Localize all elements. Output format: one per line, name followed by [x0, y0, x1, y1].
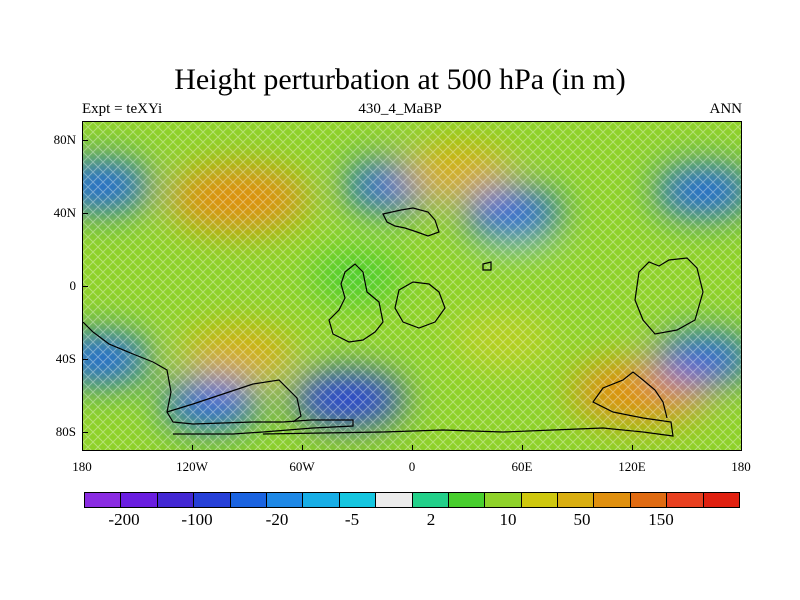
colorbar-box: [558, 493, 595, 507]
contour-hatching: [83, 122, 741, 450]
lat-tick-0: [82, 286, 88, 287]
lon-label-180e: 180: [731, 459, 751, 474]
colorbar-box: [448, 493, 486, 507]
lon-tick-120w: [192, 445, 193, 451]
colorbar-label-150: 150: [648, 510, 674, 529]
map-title: Height perturbation at 500 hPa (in m): [174, 63, 626, 96]
coastline-island: [482, 261, 492, 271]
colorbar-box: [703, 493, 740, 507]
lon-label-60e: 60E: [511, 459, 533, 474]
experiment-label: Expt = teXYi: [82, 101, 163, 117]
lon-label-120w: 120W: [176, 459, 208, 474]
coastline-south-america: [328, 263, 384, 343]
colorbar-box: [630, 493, 668, 507]
lat-label-40n: 40N: [53, 205, 76, 220]
colorbar-box: [521, 493, 559, 507]
lat-label-80n: 80N: [53, 132, 76, 147]
lat-tick-40s: [82, 359, 88, 360]
colorbar-box: [266, 493, 304, 507]
colorbar-box: [157, 493, 195, 507]
lat-label-0: 0: [69, 278, 77, 293]
map-plot-area: [82, 121, 742, 451]
lat-tick-80n: [82, 140, 88, 141]
coastline-africa: [394, 281, 446, 329]
colorbar-box: [485, 493, 522, 507]
colorbar-box: [594, 493, 631, 507]
colorbar-box: [339, 493, 377, 507]
lon-tick-120e: [632, 445, 633, 451]
lat-label-40s: 40S: [55, 351, 76, 366]
colorbar-label-minus20: -20: [265, 510, 289, 529]
colorbar-box: [121, 493, 158, 507]
coastline-north-america: [382, 207, 440, 237]
colorbar-box: [667, 493, 704, 507]
colorbar-box: [85, 493, 122, 507]
colorbar-label-10: 10: [499, 510, 517, 529]
lat-tick-40n: [82, 213, 88, 214]
lon-tick-60e: [522, 445, 523, 451]
period-label: 430_4_MaBP: [358, 101, 442, 117]
lat-tick-80s: [82, 432, 88, 433]
coastline-west-land: [83, 321, 354, 435]
colorbar-label-minus200: -200: [108, 510, 140, 529]
colorbar-label-2: 2: [426, 510, 436, 529]
lon-tick-0: [412, 445, 413, 451]
colorbar-box: [412, 493, 449, 507]
lon-tick-180w: [82, 445, 83, 451]
colorbar-label-minus100: -100: [181, 510, 213, 529]
lon-tick-60w: [302, 445, 303, 451]
height-perturbation-map: [83, 122, 741, 450]
lon-label-180w: 180: [72, 459, 92, 474]
coastline-antarctic-east: [262, 371, 674, 437]
colorbar-box: [194, 493, 231, 507]
coastlines: [83, 207, 704, 437]
colorbar-box: [376, 493, 413, 507]
colorbar: [84, 492, 740, 508]
lon-label-0: 0: [408, 459, 416, 474]
coastline-australia: [634, 257, 704, 335]
lon-label-60w: 60W: [289, 459, 315, 474]
lon-label-120e: 120E: [618, 459, 646, 474]
colorbar-box: [230, 493, 267, 507]
colorbar-label-minus5: -5: [344, 510, 360, 529]
coastline-mid-rise: [166, 379, 302, 423]
colorbar-label-50: 50: [573, 510, 591, 529]
lat-label-80s: 80S: [55, 424, 76, 439]
lon-tick-180e: [741, 445, 742, 451]
season-label: ANN: [709, 101, 743, 117]
colorbar-box: [303, 493, 340, 507]
